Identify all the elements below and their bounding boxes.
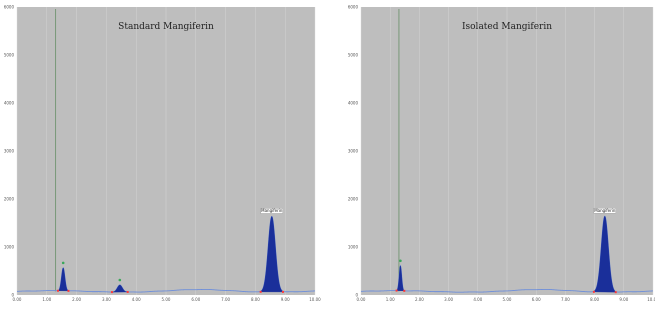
y-tick-label: 3000	[348, 148, 359, 153]
integration-marker	[403, 289, 406, 292]
x-tick-label: 3.00	[102, 297, 111, 302]
y-tick-label: 5000	[348, 52, 359, 57]
chromatogram-panel-standard: Mangiferin 0 1000 2000 3000 4000 5000 6000 0.0…	[4, 5, 321, 303]
x-tick-label: 9.00	[281, 297, 290, 302]
integration-marker	[67, 289, 70, 292]
peak-area	[111, 284, 128, 293]
x-tick-label: 10.00	[647, 297, 655, 302]
y-tick-label: 3000	[4, 148, 15, 153]
integration-marker	[110, 291, 113, 294]
peak-area	[57, 267, 69, 292]
integration-marker	[126, 290, 129, 293]
x-axis-ticks: 0.00 1.00 2.00 3.00 4.00 5.00 6.00 7.00 8.00 9.00…	[13, 297, 322, 302]
integration-marker	[395, 289, 398, 292]
y-tick-label: 2000	[348, 196, 359, 201]
y-tick-label: 4000	[4, 100, 15, 105]
x-tick-label: 5.00	[162, 297, 171, 302]
peak-label-box	[260, 208, 283, 214]
chart-title: Standard Mangiferin	[118, 22, 214, 32]
x-tick-label: 3.00	[444, 297, 453, 302]
peak-apex-marker	[399, 259, 402, 263]
y-axis-ticks: 0 1000 2000 3000 4000 5000 6000	[4, 5, 15, 298]
y-tick-label: 1000	[348, 244, 359, 249]
y-tick-label: 6000	[348, 5, 359, 10]
peak-apex-marker	[61, 261, 65, 265]
x-tick-label: 9.00	[619, 297, 628, 302]
x-tick-label: 7.00	[221, 297, 230, 302]
integration-marker	[592, 290, 595, 293]
peak-area	[396, 265, 405, 292]
x-tick-label: 0.00	[13, 297, 22, 302]
x-tick-label: 2.00	[415, 297, 424, 302]
x-tick-label: 8.00	[590, 297, 599, 302]
x-tick-label: 5.00	[503, 297, 512, 302]
x-axis-ticks: 0.00 1.00 2.00 3.00 4.00 5.00 6.00 7.00 8.00 9.00…	[357, 297, 655, 302]
x-tick-label: 7.00	[561, 297, 570, 302]
x-tick-label: 0.00	[357, 297, 366, 302]
y-tick-label: 4000	[348, 100, 359, 105]
y-axis-ticks: 0 1000 2000 3000 4000 5000 6000	[348, 5, 359, 298]
x-tick-label: 1.00	[42, 297, 51, 302]
peak-area	[260, 216, 284, 293]
y-tick-label: 5000	[4, 52, 15, 57]
chromatogram-panel-isolated: Mangiferin 0 1000 2000 3000 4000 5000 6000 0.0…	[348, 5, 655, 303]
chart-title: Isolated Mangiferin	[462, 22, 552, 32]
y-tick-label: 1000	[4, 244, 15, 249]
integration-marker	[259, 290, 262, 293]
x-tick-label: 6.00	[532, 297, 541, 302]
peak-apex-marker	[118, 278, 122, 282]
trace-layer: Mangiferin	[360, 9, 654, 294]
y-tick-label: 6000	[4, 5, 15, 10]
x-tick-label: 8.00	[251, 297, 260, 302]
peak-label: Mangiferin	[594, 208, 616, 213]
x-tick-label: 4.00	[132, 297, 141, 302]
gridlines	[360, 7, 654, 295]
integration-marker	[56, 289, 59, 292]
peak-label: Mangiferin	[261, 208, 283, 213]
peak-area	[593, 216, 616, 293]
y-tick-label: 0	[355, 292, 358, 297]
x-tick-label: 10.00	[309, 297, 321, 302]
integration-marker	[614, 291, 617, 294]
x-tick-label: 1.00	[386, 297, 395, 302]
gridlines	[16, 7, 316, 295]
peak-label-box	[593, 208, 616, 214]
trace-layer: Mangiferin	[16, 9, 316, 294]
y-tick-label: 2000	[4, 196, 15, 201]
x-tick-label: 2.00	[72, 297, 81, 302]
x-tick-label: 6.00	[191, 297, 200, 302]
y-tick-label: 0	[11, 292, 14, 297]
integration-marker	[281, 290, 284, 293]
x-tick-label: 4.00	[473, 297, 482, 302]
